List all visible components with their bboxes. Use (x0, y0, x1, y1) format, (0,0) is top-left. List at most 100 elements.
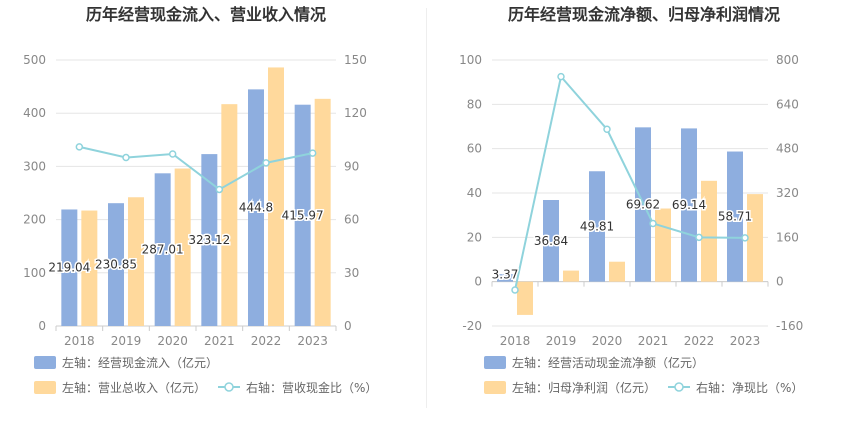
x-tick-label: 2021 (638, 334, 669, 348)
y-right-tick-label: 90 (344, 159, 359, 173)
y-left-tick-label: 40 (467, 186, 482, 200)
bar-primary (248, 89, 264, 327)
y-right-tick-label: 0 (776, 275, 784, 289)
y-right-tick-label: 160 (776, 230, 799, 244)
x-tick-label: 2022 (684, 334, 715, 348)
bar-secondary (747, 194, 763, 282)
bar-secondary (314, 98, 331, 326)
y-right-tick-label: 150 (344, 53, 367, 67)
cash-inflow-revenue-chart: 历年经营现金流入、营业收入情况 0 100 200 300 400 500 0 30 60 90 12… (23, 5, 377, 395)
x-tick-label: 2019 (546, 334, 577, 348)
legend-swatch (484, 381, 506, 394)
x-tick-label: 2020 (157, 334, 188, 348)
legend-label: 左轴：归母净利润（亿元） (512, 380, 656, 395)
bar-data-label: 58.71 (718, 210, 752, 224)
bar-secondary (563, 270, 579, 282)
bar-primary (61, 209, 78, 326)
ratio-point (215, 185, 224, 194)
y-left-tick-label: 200 (23, 213, 46, 227)
legend-swatch (484, 356, 506, 369)
bar-data-label: 287.01 (142, 243, 184, 257)
bar-primary (543, 200, 559, 282)
legend-line-marker (674, 382, 684, 392)
x-tick-label: 2023 (297, 334, 328, 348)
y-left-tick-label: 100 (23, 266, 46, 280)
y-left-tick-label: 300 (23, 159, 46, 173)
bar-secondary (221, 104, 238, 326)
legend-line-marker (224, 382, 234, 392)
ratio-point (168, 150, 177, 158)
bar-data-label: 69.62 (626, 198, 660, 212)
bar-data-label: 323.12 (188, 233, 230, 247)
y-left-tick-label: 60 (467, 142, 482, 156)
bar-secondary (81, 210, 98, 326)
ratio-point (741, 234, 749, 242)
bar-primary (497, 274, 513, 282)
ratio-point (262, 159, 270, 167)
legend-label: 右轴：营收现金比（%） (246, 380, 377, 395)
x-tick-label: 2018 (64, 334, 95, 348)
bar-primary (201, 154, 218, 326)
bar-primary (681, 128, 697, 282)
legend-swatch (34, 356, 56, 369)
ratio-point (122, 153, 130, 162)
bar-primary (154, 173, 171, 326)
y-right-tick-label: 800 (776, 53, 799, 67)
bar-secondary (174, 168, 191, 326)
bar-secondary (701, 180, 717, 282)
chart-title: 历年经营现金流入、营业收入情况 (86, 5, 326, 24)
legend-swatch (34, 381, 56, 394)
bar-data-label: 230.85 (95, 258, 137, 272)
y-right-tick-label: 480 (776, 142, 799, 156)
y-right-tick-label: 0 (344, 319, 352, 333)
bar-data-label: 415.97 (282, 208, 324, 222)
panel-divider (426, 8, 427, 408)
bar-data-label: 69.14 (672, 198, 706, 212)
legend-label: 左轴：营业总收入（亿元） (62, 380, 206, 395)
ratio-point (75, 143, 84, 151)
x-tick-label: 2019 (111, 334, 142, 348)
y-right-tick-label: 60 (344, 213, 359, 227)
ratio-point (649, 219, 657, 228)
net-cash-flow-profit-chart: 历年经营现金流净额、归母净利润情况 -20 0 20 40 60 80 100 -160 0 160… (459, 5, 803, 395)
y-left-tick-label: -20 (462, 319, 482, 333)
x-tick-label: 2020 (592, 334, 623, 348)
bar-primary (727, 151, 743, 282)
ratio-point (308, 149, 317, 157)
y-left-tick-label: 0 (474, 275, 482, 289)
bar-primary (589, 171, 605, 282)
y-right-tick-label: 120 (344, 106, 367, 120)
y-right-tick-label: -160 (776, 319, 803, 333)
y-right-tick-label: 30 (344, 266, 359, 280)
bar-secondary (609, 261, 625, 282)
y-left-tick-label: 20 (467, 230, 482, 244)
bar-secondary (268, 67, 284, 326)
x-tick-label: 2023 (730, 334, 761, 348)
ratio-point (511, 286, 519, 294)
chart-title: 历年经营现金流净额、归母净利润情况 (508, 5, 780, 24)
y-left-tick-label: 400 (23, 106, 46, 120)
bar-primary (294, 104, 311, 327)
y-left-tick-label: 100 (459, 53, 482, 67)
ratio-point (557, 72, 565, 81)
legend-label: 左轴：经营活动现金流净额（亿元） (512, 355, 704, 370)
y-left-tick-label: 500 (23, 53, 46, 67)
ratio-line (79, 145, 313, 191)
bar-data-label: 3.37 (492, 268, 519, 282)
y-left-tick-label: 0 (38, 319, 46, 333)
legend-label: 左轴：经营现金流入（亿元） (62, 355, 218, 370)
bar-data-label: 219.04 (48, 261, 90, 275)
bar-data-label: 36.84 (534, 234, 568, 248)
bar-secondary (655, 208, 671, 282)
x-tick-label: 2021 (204, 334, 235, 348)
bar-secondary (517, 281, 533, 315)
bar-primary (108, 203, 124, 326)
bar-data-label: 444.8 (239, 201, 273, 215)
x-tick-label: 2018 (500, 334, 531, 348)
bar-secondary (128, 197, 144, 326)
legend-label: 右轴：净现比（%） (696, 380, 803, 395)
ratio-point (603, 125, 611, 134)
y-right-tick-label: 320 (776, 186, 799, 200)
bar-data-label: 49.81 (580, 219, 614, 233)
